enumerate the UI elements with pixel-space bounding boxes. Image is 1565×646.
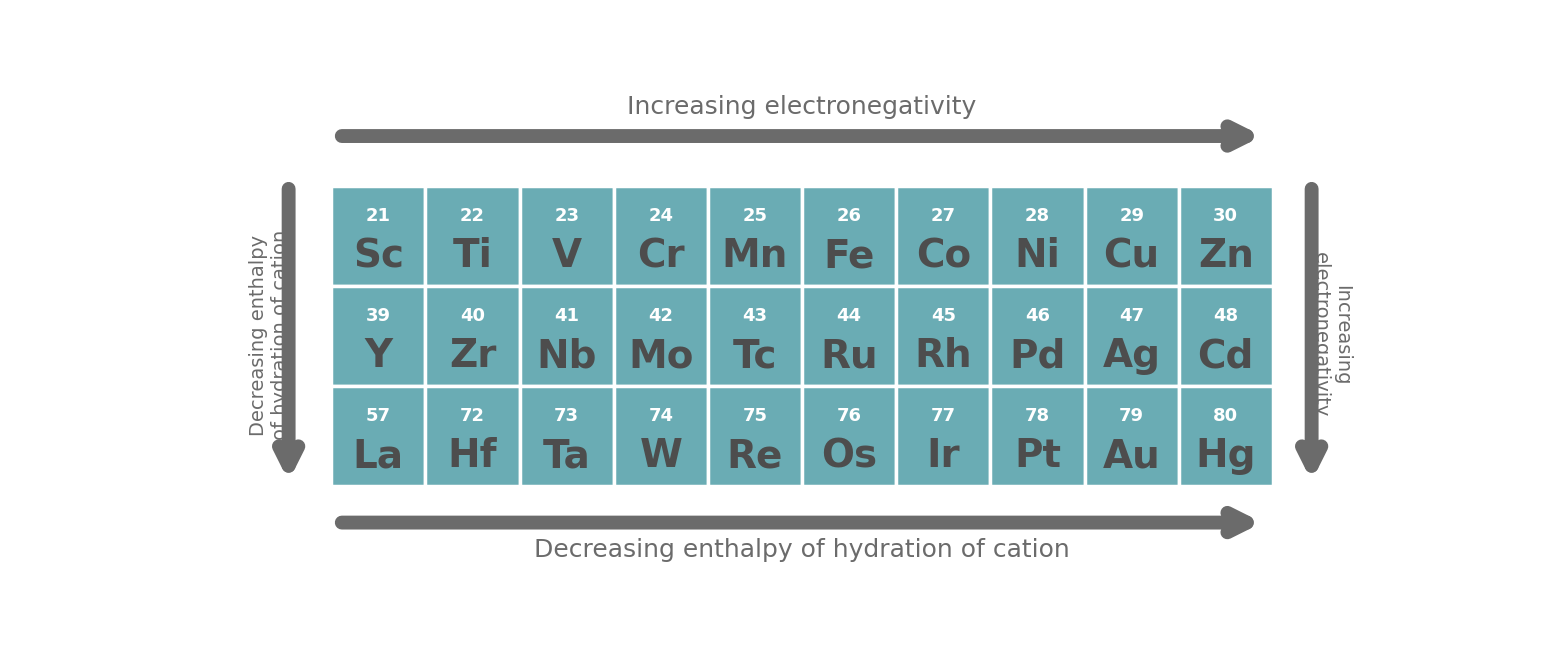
Text: Co: Co bbox=[916, 237, 970, 275]
Bar bbox=[803, 186, 897, 286]
Text: Zr: Zr bbox=[449, 337, 496, 375]
Bar bbox=[897, 386, 991, 486]
Text: 45: 45 bbox=[931, 307, 956, 325]
Bar bbox=[426, 186, 520, 286]
Text: 75: 75 bbox=[742, 408, 767, 425]
Text: Tc: Tc bbox=[732, 337, 778, 375]
Text: 24: 24 bbox=[648, 207, 673, 225]
Bar bbox=[520, 386, 613, 486]
Bar bbox=[707, 286, 803, 386]
Text: Increasing
electronegativity: Increasing electronegativity bbox=[1310, 253, 1352, 418]
Text: 39: 39 bbox=[366, 307, 391, 325]
Text: W: W bbox=[640, 437, 682, 475]
Bar bbox=[613, 186, 707, 286]
Text: 80: 80 bbox=[1213, 408, 1238, 425]
Bar bbox=[332, 386, 426, 486]
Bar bbox=[707, 386, 803, 486]
Text: 26: 26 bbox=[837, 207, 862, 225]
Text: 73: 73 bbox=[554, 408, 579, 425]
Bar bbox=[707, 186, 803, 286]
Bar bbox=[1085, 186, 1178, 286]
Text: 74: 74 bbox=[648, 408, 673, 425]
Text: 41: 41 bbox=[554, 307, 579, 325]
Text: 27: 27 bbox=[931, 207, 956, 225]
Bar bbox=[991, 186, 1085, 286]
Text: Decreasing enthalpy of hydration of cation: Decreasing enthalpy of hydration of cati… bbox=[534, 538, 1070, 562]
Text: 47: 47 bbox=[1119, 307, 1144, 325]
Bar bbox=[897, 186, 991, 286]
Bar bbox=[520, 286, 613, 386]
Text: 76: 76 bbox=[837, 408, 862, 425]
Bar bbox=[332, 286, 426, 386]
Text: 40: 40 bbox=[460, 307, 485, 325]
Text: Mn: Mn bbox=[721, 237, 789, 275]
Text: Zn: Zn bbox=[1197, 237, 1254, 275]
Bar bbox=[520, 186, 613, 286]
Text: 22: 22 bbox=[460, 207, 485, 225]
Text: 43: 43 bbox=[742, 307, 767, 325]
Bar bbox=[991, 286, 1085, 386]
Text: Hg: Hg bbox=[1196, 437, 1257, 475]
Text: 79: 79 bbox=[1119, 408, 1144, 425]
Text: 72: 72 bbox=[460, 408, 485, 425]
Bar bbox=[1085, 386, 1178, 486]
Text: Fe: Fe bbox=[823, 237, 875, 275]
Bar bbox=[803, 286, 897, 386]
Bar bbox=[991, 386, 1085, 486]
Text: Pt: Pt bbox=[1014, 437, 1061, 475]
Bar bbox=[803, 386, 897, 486]
Text: 30: 30 bbox=[1213, 207, 1238, 225]
Text: Mo: Mo bbox=[628, 337, 693, 375]
Text: Pd: Pd bbox=[1009, 337, 1066, 375]
Bar bbox=[1178, 186, 1272, 286]
Text: Increasing electronegativity: Increasing electronegativity bbox=[628, 95, 977, 119]
Text: Decreasing enthalpy
of hydration of cation: Decreasing enthalpy of hydration of cati… bbox=[249, 230, 290, 440]
Text: 44: 44 bbox=[837, 307, 862, 325]
Text: 21: 21 bbox=[366, 207, 391, 225]
Bar bbox=[613, 386, 707, 486]
Text: La: La bbox=[352, 437, 404, 475]
Text: Os: Os bbox=[822, 437, 878, 475]
Text: Nb: Nb bbox=[537, 337, 596, 375]
Bar bbox=[1178, 386, 1272, 486]
Text: V: V bbox=[551, 237, 582, 275]
Text: Ni: Ni bbox=[1014, 237, 1061, 275]
Bar bbox=[426, 286, 520, 386]
Text: Cu: Cu bbox=[1103, 237, 1160, 275]
Text: Au: Au bbox=[1103, 437, 1161, 475]
Bar bbox=[1085, 286, 1178, 386]
Text: Ir: Ir bbox=[926, 437, 959, 475]
Bar bbox=[613, 286, 707, 386]
Text: 29: 29 bbox=[1119, 207, 1144, 225]
Text: 42: 42 bbox=[648, 307, 673, 325]
Text: 57: 57 bbox=[366, 408, 391, 425]
Text: 48: 48 bbox=[1213, 307, 1238, 325]
Bar bbox=[897, 286, 991, 386]
Text: 23: 23 bbox=[554, 207, 579, 225]
Text: 78: 78 bbox=[1025, 408, 1050, 425]
Bar bbox=[1178, 286, 1272, 386]
Bar bbox=[332, 186, 426, 286]
Text: Sc: Sc bbox=[352, 237, 404, 275]
Text: Ti: Ti bbox=[452, 237, 493, 275]
Text: 77: 77 bbox=[931, 408, 956, 425]
Text: Y: Y bbox=[365, 337, 393, 375]
Text: 46: 46 bbox=[1025, 307, 1050, 325]
Text: 25: 25 bbox=[742, 207, 767, 225]
Text: Cd: Cd bbox=[1197, 337, 1254, 375]
Text: Hf: Hf bbox=[448, 437, 498, 475]
Text: Ag: Ag bbox=[1103, 337, 1161, 375]
Text: 28: 28 bbox=[1025, 207, 1050, 225]
Bar bbox=[426, 386, 520, 486]
Text: Rh: Rh bbox=[914, 337, 972, 375]
Text: Re: Re bbox=[726, 437, 782, 475]
Text: Cr: Cr bbox=[637, 237, 684, 275]
Text: Ru: Ru bbox=[820, 337, 878, 375]
Text: Ta: Ta bbox=[543, 437, 590, 475]
